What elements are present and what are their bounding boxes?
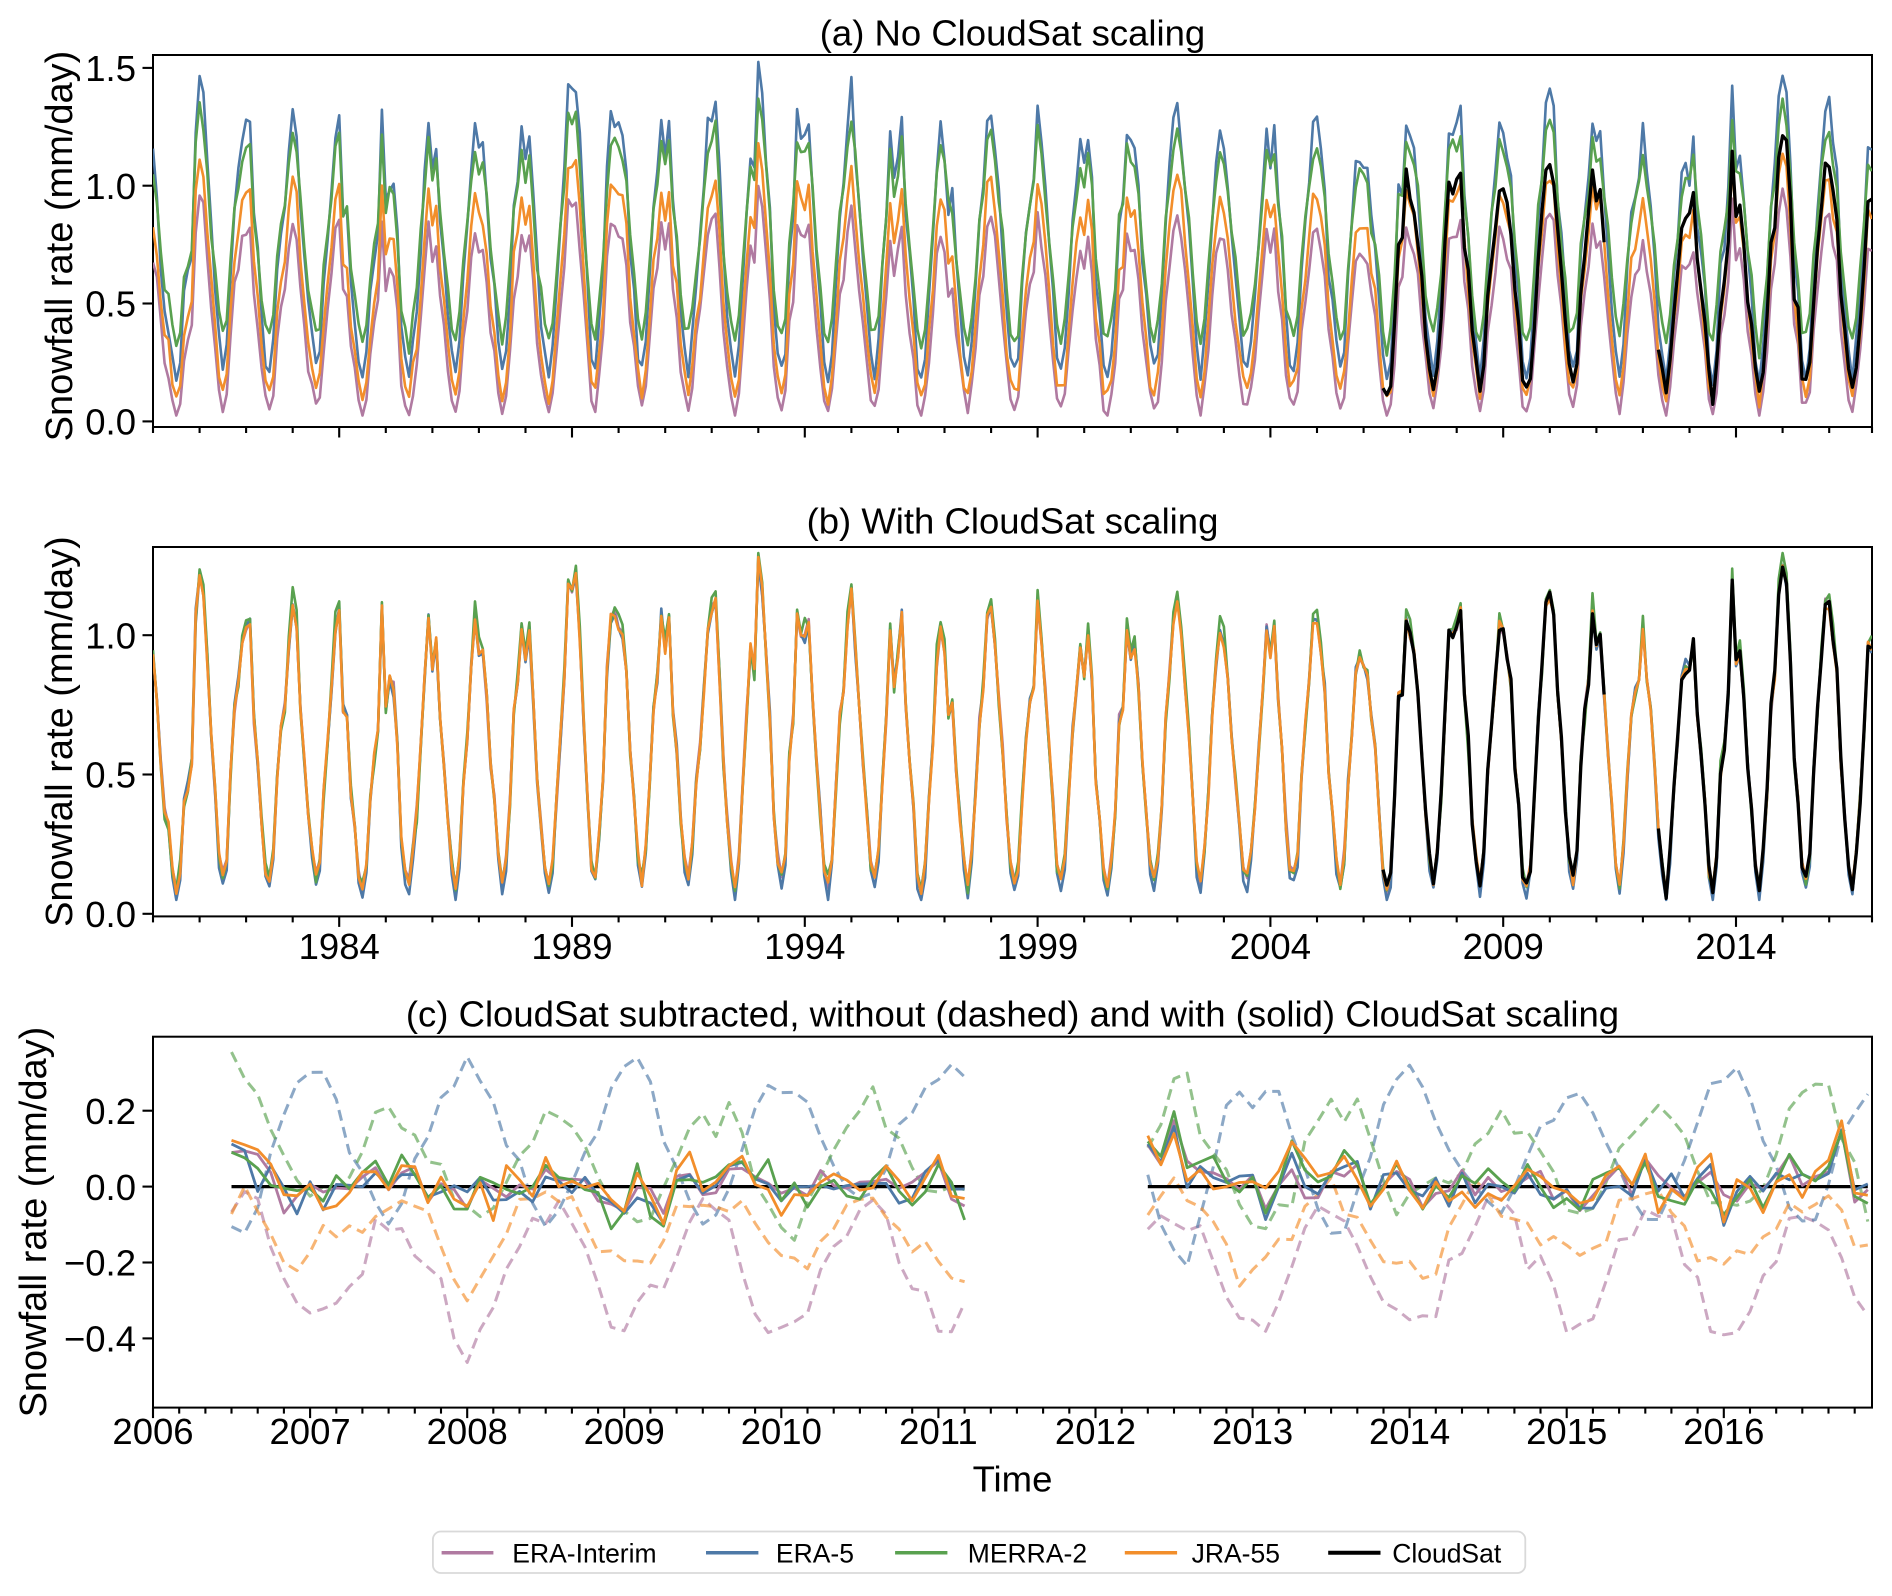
svg-text:2007: 2007 (269, 1411, 350, 1452)
svg-text:(c) CloudSat subtracted, witho: (c) CloudSat subtracted, without (dashed… (406, 993, 1619, 1034)
svg-text:2010: 2010 (741, 1411, 822, 1452)
svg-text:2011: 2011 (899, 1411, 978, 1452)
svg-text:CloudSat: CloudSat (1392, 1538, 1502, 1568)
svg-text:2016: 2016 (1683, 1411, 1764, 1452)
svg-text:1999: 1999 (997, 926, 1078, 967)
svg-text:JRA-55: JRA-55 (1192, 1538, 1280, 1568)
svg-text:1994: 1994 (764, 926, 845, 967)
svg-text:ERA-Interim: ERA-Interim (512, 1538, 656, 1568)
svg-text:2015: 2015 (1526, 1411, 1607, 1452)
svg-text:(b) With CloudSat scaling: (b) With CloudSat scaling (807, 500, 1219, 541)
svg-text:0.0: 0.0 (85, 1167, 136, 1208)
svg-text:−0.2: −0.2 (64, 1243, 136, 1284)
svg-text:2009: 2009 (584, 1411, 665, 1452)
svg-text:1.0: 1.0 (85, 166, 136, 207)
svg-text:1.5: 1.5 (85, 48, 136, 89)
svg-text:0.5: 0.5 (85, 284, 136, 325)
svg-text:2009: 2009 (1463, 926, 1544, 967)
svg-text:(a) No CloudSat scaling: (a) No CloudSat scaling (820, 13, 1205, 54)
svg-text:Time: Time (973, 1458, 1053, 1499)
svg-text:1989: 1989 (531, 926, 612, 967)
svg-text:Snowfall rate (mm/day): Snowfall rate (mm/day) (39, 536, 81, 927)
svg-text:ERA-5: ERA-5 (776, 1538, 854, 1568)
svg-text:0.2: 0.2 (85, 1091, 136, 1132)
svg-text:Snowfall rate (mm/day): Snowfall rate (mm/day) (39, 51, 81, 442)
svg-text:2014: 2014 (1369, 1411, 1450, 1452)
svg-text:2008: 2008 (427, 1411, 508, 1452)
svg-text:1.0: 1.0 (85, 615, 136, 656)
svg-text:1984: 1984 (299, 926, 380, 967)
svg-text:2006: 2006 (112, 1411, 193, 1452)
svg-text:0.0: 0.0 (85, 402, 136, 443)
svg-text:−0.4: −0.4 (64, 1319, 136, 1360)
svg-text:0.0: 0.0 (85, 894, 136, 935)
svg-text:2012: 2012 (1055, 1411, 1136, 1452)
svg-text:MERRA-2: MERRA-2 (968, 1538, 1087, 1568)
svg-text:0.5: 0.5 (85, 755, 136, 796)
svg-text:Snowfall rate (mm/day): Snowfall rate (mm/day) (13, 1027, 55, 1418)
svg-text:2014: 2014 (1695, 926, 1776, 967)
svg-text:2013: 2013 (1212, 1411, 1293, 1452)
svg-text:2004: 2004 (1230, 926, 1311, 967)
